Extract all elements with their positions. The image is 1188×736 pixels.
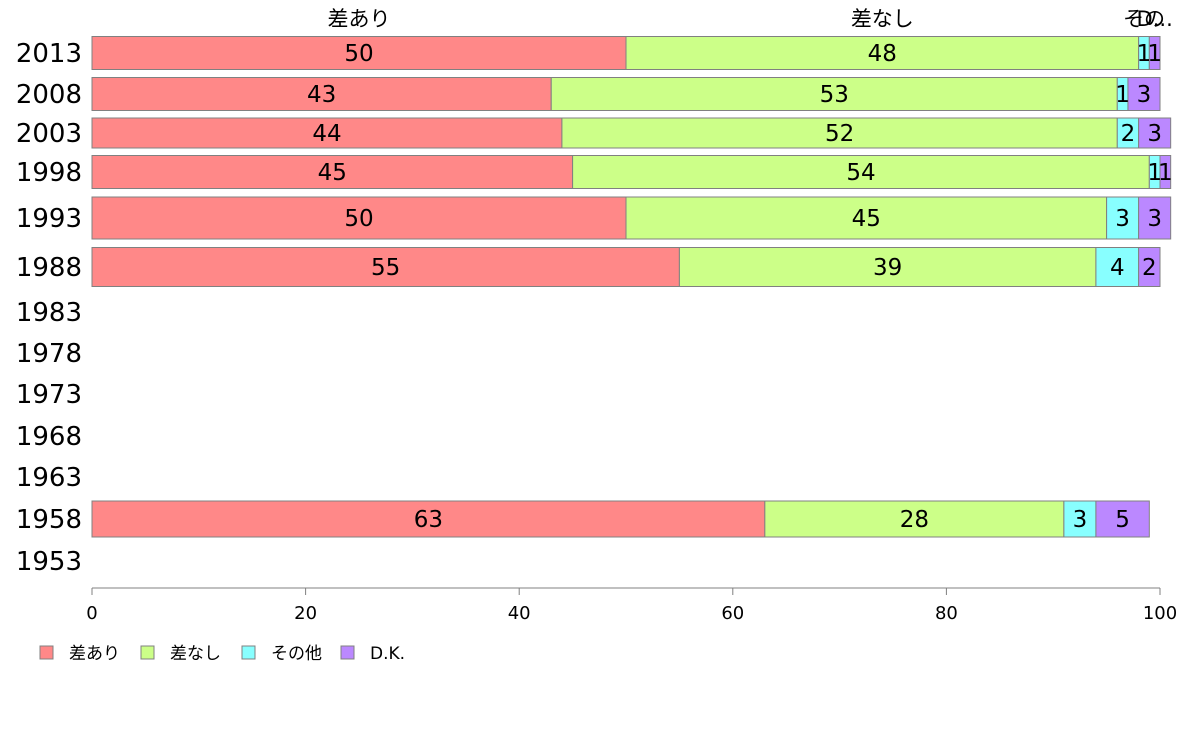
y-tick-label: 2003 [16, 119, 82, 149]
series-top-label: 差あり [328, 7, 391, 31]
data-label: 53 [820, 82, 849, 108]
data-label: 2 [1121, 121, 1136, 147]
bar-segment [1063, 500, 1097, 538]
legend-label: 差なし [170, 644, 221, 664]
x-tick-label: 40 [508, 603, 531, 624]
bar-segment [764, 500, 1065, 538]
x-tick-label: 0 [86, 603, 97, 624]
data-label: 63 [414, 507, 443, 533]
y-tick-label: 2008 [16, 80, 82, 110]
data-label: 1 [1137, 41, 1152, 67]
data-label: 3 [1147, 206, 1162, 232]
y-tick-label: 1993 [16, 204, 82, 234]
legend-swatch [340, 645, 355, 660]
bar-segment [550, 77, 1118, 111]
bar-segment [91, 500, 766, 538]
bar-segment [91, 36, 627, 70]
series-top-label: その [1123, 7, 1165, 31]
bar-segment [1159, 155, 1172, 189]
data-label: 1 [1147, 160, 1162, 186]
y-tick-label: 1973 [16, 380, 82, 410]
bar-segment [1138, 196, 1172, 240]
x-tick-label: 20 [294, 603, 317, 624]
bar-segment [91, 247, 680, 287]
legend-swatch [140, 645, 155, 660]
bar-segment [1138, 247, 1161, 287]
bar-segment [561, 117, 1118, 149]
x-tick-label: 100 [1143, 603, 1177, 624]
data-label: 45 [852, 206, 881, 232]
bars-layer [91, 36, 1172, 538]
x-tick-label: 80 [935, 603, 958, 624]
x-axis: 0 20 40 60 80 100 [86, 587, 1177, 624]
legend-label: 差あり [69, 644, 120, 664]
bar-segment [625, 196, 1108, 240]
data-label: 44 [312, 121, 341, 147]
data-label: 1 [1147, 41, 1162, 67]
data-label: 54 [846, 160, 875, 186]
data-label: 4 [1110, 255, 1125, 281]
y-tick-label: 2013 [16, 39, 82, 69]
data-label: 3 [1073, 507, 1088, 533]
bar-segment [91, 77, 552, 111]
data-label: 50 [344, 41, 373, 67]
data-label: 1 [1158, 160, 1173, 186]
y-tick-label: 1988 [16, 253, 82, 283]
series-top-label: D... [1137, 7, 1173, 31]
series-top-label: 差なし [851, 7, 914, 31]
data-label: 3 [1147, 121, 1162, 147]
data-label: 1 [1115, 82, 1130, 108]
bar-segment [91, 117, 563, 149]
data-label: 2 [1142, 255, 1157, 281]
bar-segment [625, 36, 1140, 70]
legend-label: D.K. [370, 644, 405, 664]
bar-segment [1106, 196, 1140, 240]
data-label: 50 [344, 206, 373, 232]
bar-segment [1095, 500, 1150, 538]
top-series-labels: 差あり 差なし そのD... [328, 7, 1173, 31]
data-label: 55 [371, 255, 400, 281]
y-axis-labels: 2013 2008 2003 1998 1993 1988 1983 1978 1973 1968… [16, 39, 82, 577]
legend-swatch [241, 645, 256, 660]
legend-swatch [39, 645, 54, 660]
y-tick-label: 1963 [16, 463, 82, 493]
y-tick-label: 1978 [16, 339, 82, 369]
data-label: 43 [307, 82, 336, 108]
data-label: 5 [1115, 507, 1130, 533]
bar-segment [1127, 77, 1161, 111]
data-label: 28 [900, 507, 929, 533]
data-label: 3 [1137, 82, 1152, 108]
y-tick-label: 1998 [16, 158, 82, 188]
bar-segment [91, 196, 627, 240]
data-label: 52 [825, 121, 854, 147]
y-tick-label: 1983 [16, 298, 82, 328]
legend-label: その他 [271, 644, 322, 664]
y-tick-label: 1958 [16, 505, 82, 535]
bar-segment [678, 247, 1097, 287]
data-label: 3 [1115, 206, 1130, 232]
y-tick-label: 1953 [16, 547, 82, 577]
bar-segment [1138, 117, 1172, 149]
x-tick-label: 60 [721, 603, 744, 624]
data-label: 45 [318, 160, 347, 186]
data-label: 39 [873, 255, 902, 281]
bar-segment [1148, 36, 1161, 70]
y-tick-label: 1968 [16, 422, 82, 452]
bar-segment [91, 155, 574, 189]
legend: 差あり 差なし その他 D.K. [39, 644, 405, 664]
data-label: 48 [868, 41, 897, 67]
